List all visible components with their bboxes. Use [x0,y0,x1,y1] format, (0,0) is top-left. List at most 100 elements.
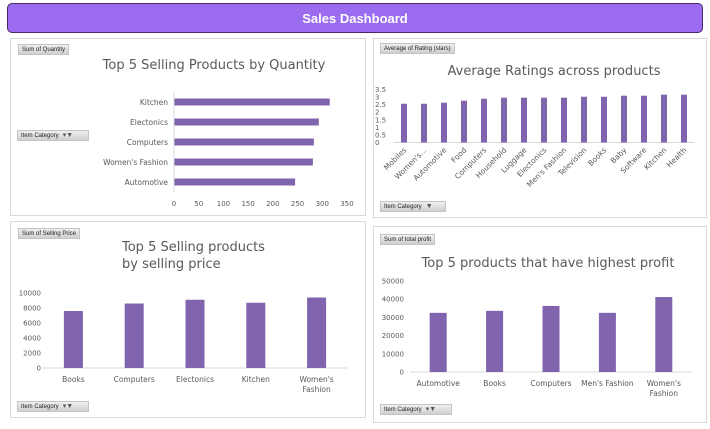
category-label: Computers [114,375,155,384]
filter-icon: ▾▼ [62,132,74,139]
filter-button-item-category[interactable]: Item Category ▼ [380,201,446,212]
bar [185,299,205,368]
x-tick-label: 300 [316,200,329,208]
bar [621,95,627,143]
y-tick-label: 6000 [23,320,41,328]
bar [174,98,330,106]
bar [641,95,647,143]
chart-price: Top 5 Selling products by selling price 0 2… [19,240,347,394]
category-label: Women's [647,379,681,388]
y-tick-label: 4000 [23,335,41,343]
panel-profit: Sum of total profit Item Category ▾▼ Top … [373,226,707,423]
filter-button-label: Item Category [384,204,422,210]
x-tick-label: 200 [266,200,279,208]
field-button-label: Sum of Quantity [22,47,66,53]
category-label: Kitchen [242,375,270,384]
filter-button-item-category[interactable]: Item Category ▾▼ [17,130,89,141]
y-tick-label: 50000 [382,278,404,286]
y-tick-label: 40000 [382,296,404,304]
y-tick-label: 8000 [23,305,41,313]
bar [461,100,467,143]
bar [174,138,314,146]
field-button-sum-of-quantity[interactable]: Sum of Quantity [18,44,70,55]
bar [481,98,487,143]
bar [598,312,616,372]
bar [486,310,504,372]
field-button-label: Sum of Selling Price [22,231,77,237]
bar [174,178,296,186]
category-label: Computers [530,379,571,388]
category-label: Books [483,379,506,388]
filter-button-item-category[interactable]: Item Category ▾▼ [380,404,452,415]
bar [441,102,447,143]
x-tick-label: 250 [291,200,304,208]
x-tick-label: 100 [217,200,230,208]
field-button-average-of-rating[interactable]: Average of Rating (stars) [380,43,455,54]
filter-icon: ▾▼ [425,406,437,413]
bar [561,97,567,143]
dashboard-title: Sales Dashboard [302,10,408,26]
x-tick-label: 350 [340,200,353,208]
field-button-label: Average of Rating (stars) [384,46,451,52]
bar [401,103,407,143]
y-tick-label: 2 [375,109,379,117]
category-label: Books [62,375,85,384]
category-label: Automotive [125,178,169,187]
y-tick-label: 1.5 [375,116,386,124]
filter-button-label: Item Category [384,407,422,413]
chart-title: Top 5 Selling Products by Quantity [102,58,326,73]
field-button-sum-of-total-profit[interactable]: Sum of total profit [380,234,436,245]
field-button-sum-of-selling-price[interactable]: Sum of Selling Price [18,228,81,239]
x-tick-label: 150 [241,200,254,208]
y-tick-label: 3 [375,94,379,102]
category-label: Fashion [650,389,679,398]
y-tick-label: 0.5 [375,131,386,139]
category-label: Books [586,145,608,167]
chart-title: by selling price [122,257,221,272]
bar [521,97,527,143]
dropdown-icon: ▼ [425,203,433,210]
category-label: Electonics [176,375,214,384]
dashboard-header: Sales Dashboard [7,3,703,33]
bar [307,297,327,368]
bar [421,103,427,143]
bar [681,94,687,143]
chart-quantity: Top 5 Selling Products by Quantity Kitche… [102,58,354,208]
y-tick-label: 0 [400,369,404,377]
y-tick-label: 0 [375,139,379,147]
y-tick-label: 3.5 [375,86,386,94]
bar [581,96,587,143]
bar [501,97,507,143]
category-label: Health [665,145,689,169]
filter-icon: ▾▼ [62,403,74,410]
category-label: Automotive [417,379,461,388]
bar [541,97,547,143]
category-label: Kitchen [642,145,668,171]
category-label: Computers [127,138,168,147]
x-tick-label: 50 [194,200,203,208]
y-tick-label: 30000 [382,314,404,322]
y-tick-label: 10000 [382,350,404,358]
bar [601,96,607,143]
bar [174,118,319,126]
y-tick-label: 2.5 [375,101,386,109]
bar [429,312,447,372]
chart-rating: Average Ratings across products00.511.52… [375,64,694,189]
y-tick-label: 0 [37,365,41,373]
filter-button-item-category[interactable]: Item Category ▾▼ [17,401,89,412]
bar [661,94,667,143]
chart-title: Top 5 products that have highest profit [421,256,675,271]
x-tick-label: 0 [172,200,176,208]
chart-profit: Top 5 products that have highest profit 0… [382,256,692,398]
category-label: Fashion [302,385,331,394]
category-label: Women's Fashion [103,158,168,167]
category-label: Electonics [130,118,168,127]
bar [63,311,83,368]
bar [542,305,560,372]
chart-title: Average Ratings across products [448,64,661,79]
y-tick-label: 10000 [19,290,41,298]
filter-button-label: Item Category [21,404,59,410]
chart-title: Top 5 Selling products [121,240,265,255]
bar [174,158,313,166]
filter-button-label: Item Category [21,133,59,139]
